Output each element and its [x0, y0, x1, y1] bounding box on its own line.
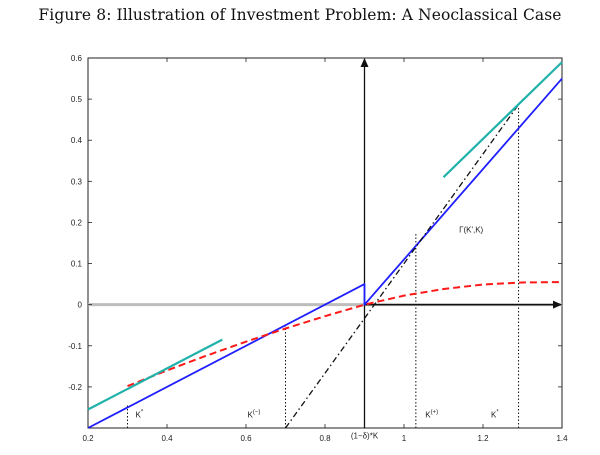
- y-tick-label: 0.5: [71, 95, 83, 104]
- figure-title: Figure 8: Illustration of Investment Pro…: [38, 6, 562, 24]
- y-tick-label: 0.2: [71, 218, 83, 227]
- annotation-k-star-low: K*: [136, 410, 144, 420]
- series-dashdot: [284, 98, 524, 429]
- x-tick-label: 0.6: [240, 434, 252, 443]
- annotation-depreciated: (1−δ)*K: [351, 431, 379, 440]
- x-tick-label: 0.8: [319, 434, 331, 443]
- annotation-k-star-high: K*: [491, 410, 499, 420]
- annotation-k-minus: K(−): [247, 410, 260, 420]
- y-tick-label: -0.2: [68, 383, 82, 392]
- series-gamma: [87, 77, 563, 429]
- annotation-gamma-label: Γ(K',K): [459, 226, 483, 235]
- y-tick-label: -0.1: [68, 342, 82, 351]
- x-tick-label: 0.2: [82, 434, 94, 443]
- series-tangent-low: [87, 338, 223, 411]
- y-tick-label: 0: [78, 301, 83, 310]
- y-tick-label: 0.6: [71, 54, 83, 63]
- x-tick-label: 1: [402, 434, 407, 443]
- y-tick-label: 0.4: [71, 136, 83, 145]
- y-tick-label: 0.3: [71, 177, 83, 186]
- series-adjustment: [127, 281, 563, 387]
- series-tangent-high: [442, 61, 563, 179]
- x-tick-label: 1.2: [477, 434, 489, 443]
- y-tick-label: 0.1: [71, 260, 83, 269]
- annotation-k-plus: K(+): [425, 410, 438, 420]
- x-tick-label: 1.4: [556, 434, 568, 443]
- x-tick-label: 0.4: [161, 434, 173, 443]
- plot-area: [87, 57, 563, 429]
